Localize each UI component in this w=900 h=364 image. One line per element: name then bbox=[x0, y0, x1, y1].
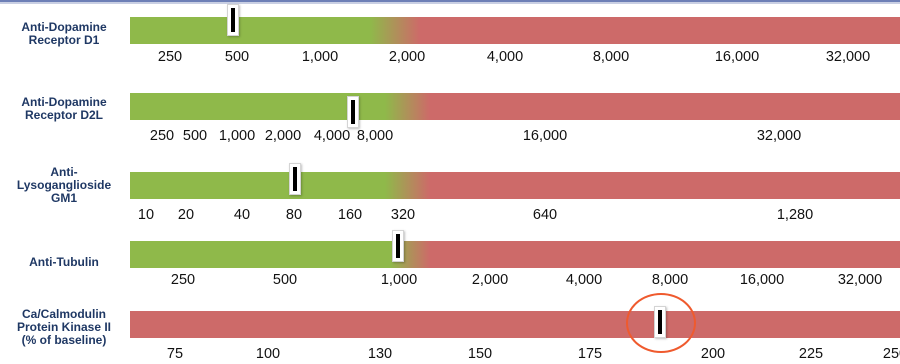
highlight-circle bbox=[626, 293, 696, 353]
row-label-line: Anti-Tubulin bbox=[29, 255, 99, 269]
row-label-line: Ca/Calmodulin bbox=[21, 307, 106, 321]
tick-label: 16,000 bbox=[522, 128, 568, 144]
tick-label: 2,000 bbox=[264, 128, 302, 144]
row-label-1: Anti-Dopamine Receptor D1 bbox=[0, 21, 128, 47]
value-marker bbox=[289, 163, 301, 195]
row-label-line: GM1 bbox=[50, 191, 77, 205]
top-divider-line bbox=[0, 0, 900, 4]
row-label-line: Receptor D2L bbox=[24, 108, 104, 122]
tick-label: 20 bbox=[177, 207, 195, 223]
tick-label: 1,280 bbox=[776, 207, 814, 223]
tick-label: 1,000 bbox=[218, 128, 256, 144]
tick-label: 4,000 bbox=[565, 272, 603, 288]
range-bar-2 bbox=[130, 93, 900, 120]
row-label-4: Anti-Tubulin bbox=[0, 256, 128, 269]
range-bar-5 bbox=[130, 311, 900, 338]
tick-label: 500 bbox=[272, 272, 298, 288]
tick-label: 16,000 bbox=[714, 49, 760, 65]
tick-label: 320 bbox=[390, 207, 416, 223]
tick-label: 130 bbox=[367, 346, 393, 362]
row-label-line: (% of baseline) bbox=[21, 333, 107, 347]
row-label-2: Anti-Dopamine Receptor D2L bbox=[0, 96, 128, 122]
tick-label: 150 bbox=[467, 346, 493, 362]
tick-label: 250 bbox=[170, 272, 196, 288]
tick-label: 1,000 bbox=[301, 49, 339, 65]
tick-label: 40 bbox=[233, 207, 251, 223]
row-label-line: Anti-Dopamine bbox=[21, 20, 107, 34]
tick-label: 8,000 bbox=[356, 128, 394, 144]
range-bar-3 bbox=[130, 172, 900, 199]
tick-label: 2,000 bbox=[388, 49, 426, 65]
tick-label: 500 bbox=[224, 49, 250, 65]
tick-label: 80 bbox=[285, 207, 303, 223]
tick-label: 250 bbox=[882, 346, 900, 362]
value-marker bbox=[392, 230, 404, 262]
row-label-line: Lysoganglioside bbox=[16, 178, 112, 192]
tick-label: 500 bbox=[182, 128, 208, 144]
tick-label: 16,000 bbox=[739, 272, 785, 288]
tick-label: 1,000 bbox=[380, 272, 418, 288]
tick-label: 32,000 bbox=[756, 128, 802, 144]
tick-label: 2,000 bbox=[471, 272, 509, 288]
tick-label: 8,000 bbox=[651, 272, 689, 288]
row-label-5: Ca/Calmodulin Protein Kinase II (% of base… bbox=[0, 308, 128, 347]
row-label-line: Anti- bbox=[50, 165, 78, 179]
row-label-line: Receptor D1 bbox=[28, 33, 100, 47]
tick-label: 225 bbox=[798, 346, 824, 362]
tick-label: 10 bbox=[137, 207, 155, 223]
tick-label: 4,000 bbox=[486, 49, 524, 65]
tick-label: 75 bbox=[166, 346, 184, 362]
tick-label: 250 bbox=[149, 128, 175, 144]
tick-label: 160 bbox=[337, 207, 363, 223]
tick-label: 8,000 bbox=[592, 49, 630, 65]
tick-label: 32,000 bbox=[837, 272, 883, 288]
value-marker bbox=[227, 4, 239, 36]
tick-label: 32,000 bbox=[825, 49, 871, 65]
tick-label: 250 bbox=[157, 49, 183, 65]
row-label-3: Anti- Lysoganglioside GM1 bbox=[0, 166, 128, 205]
tick-label: 640 bbox=[532, 207, 558, 223]
tick-label: 175 bbox=[577, 346, 603, 362]
row-label-line: Anti-Dopamine bbox=[21, 95, 107, 109]
range-bar-1 bbox=[130, 17, 900, 44]
tick-label: 200 bbox=[700, 346, 726, 362]
value-marker bbox=[347, 96, 359, 128]
tick-label: 100 bbox=[255, 346, 281, 362]
tick-label: 4,000 bbox=[313, 128, 351, 144]
range-bar-4 bbox=[130, 241, 900, 268]
row-label-line: Protein Kinase II bbox=[16, 320, 112, 334]
